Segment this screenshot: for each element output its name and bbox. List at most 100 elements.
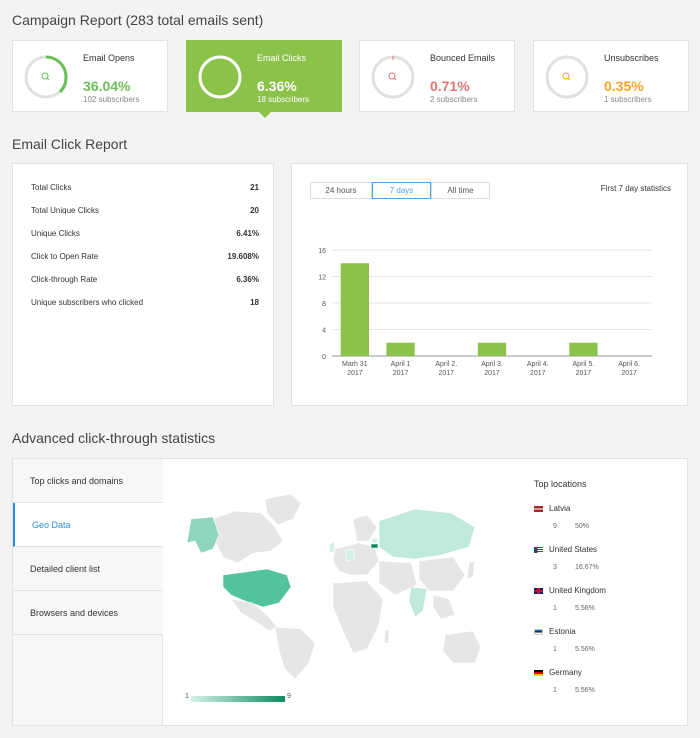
summary-label: Unique subscribers who clicked (31, 298, 144, 307)
tab-7-days[interactable]: 7 days (372, 182, 431, 199)
summary-label: Click to Open Rate (31, 252, 99, 261)
location-item: Estonia 1 5.56% (534, 627, 595, 653)
scandinavia-region (352, 514, 378, 542)
bar (340, 263, 370, 356)
stat-value: 0.71% (430, 78, 470, 94)
location-pct: 5.56% (575, 687, 595, 694)
stat-sub: 18 subscribers (257, 95, 310, 104)
location-count: 1 (553, 646, 557, 653)
x-tick-label: April 4. 2017 (527, 361, 549, 377)
summary-value: 6.41% (236, 229, 259, 238)
summary-value: 19.608% (227, 252, 259, 261)
canada-region (212, 510, 284, 564)
uk-region (328, 540, 336, 554)
summary-row: Unique Clicks 6.41% (31, 229, 259, 238)
africa-region (332, 580, 384, 654)
location-item: United Kingdom 1 5.56% (534, 586, 606, 612)
chart-caption: First 7 day statistics (600, 184, 671, 193)
summary-value: 20 (250, 206, 259, 215)
stat-label: Email Opens (83, 53, 135, 63)
location-pct: 5.56% (575, 646, 595, 653)
summary-label: Click-through Rate (31, 275, 98, 284)
y-tick-label: 0 (322, 354, 326, 361)
location-count: 9 (553, 523, 557, 530)
russia-region (378, 508, 476, 560)
latvia-flag-icon (534, 505, 543, 512)
location-item: Germany 1 5.56% (534, 668, 595, 694)
india-region (408, 586, 428, 618)
stat-card-unsubscribes[interactable]: Unsubscribes 0.35% 1 subscribers (533, 40, 689, 112)
campaign-report-title: Campaign Report (283 total emails sent) (12, 12, 264, 28)
greenland-region (264, 493, 302, 526)
active-card-pointer (258, 111, 272, 118)
bounced-ring-icon (371, 55, 415, 99)
stat-sub: 2 subscribers (430, 95, 478, 104)
stat-value: 36.04% (83, 78, 131, 94)
clicks-ring-icon (198, 55, 242, 99)
madagascar-region (383, 628, 390, 644)
location-name: Estonia (549, 627, 576, 636)
summary-label: Unique Clicks (31, 229, 80, 238)
bar (386, 342, 415, 356)
south-america-region (274, 626, 316, 680)
summary-row: Click to Open Rate 19.608% (31, 252, 259, 261)
location-count: 3 (553, 564, 557, 571)
y-tick-label: 12 (318, 275, 326, 282)
summary-row: Total Unique Clicks 20 (31, 206, 259, 215)
alaska-region (186, 516, 220, 554)
stat-card-email-clicks[interactable]: Email Clicks 6.36% 18 subscribers (186, 40, 342, 112)
summary-value: 18 (250, 298, 259, 307)
summary-value: 21 (250, 183, 259, 192)
stat-label: Email Clicks (257, 53, 307, 63)
map-legend-max: 9 (287, 693, 291, 700)
tab-all-time[interactable]: All time (431, 182, 490, 199)
stat-sub: 102 subscribers (83, 95, 140, 104)
click-bar-chart: 0 4 8 12 16 Marh 31 2017 April 1 2017 April 2. 201… (318, 248, 652, 377)
click-chart-panel: 24 hours 7 days All time First 7 day sta… (291, 163, 688, 406)
location-pct: 50% (575, 523, 590, 530)
germany-flag-icon (534, 669, 543, 676)
summary-row: Unique subscribers who clicked 18 (31, 298, 259, 307)
world-map[interactable] (183, 491, 483, 681)
germany-region (344, 548, 356, 562)
map-legend-gradient (191, 696, 285, 702)
sidebar-item-geo-data[interactable]: Geo Data (13, 503, 163, 547)
location-count: 1 (553, 687, 557, 694)
sidebar-item-browsers-devices[interactable]: Browsers and devices (13, 591, 163, 635)
click-report-summary: Total Clicks 21 Total Unique Clicks 20 Uni… (12, 163, 274, 406)
bar (477, 342, 507, 356)
australia-region (442, 630, 482, 664)
y-tick-label: 4 (322, 328, 326, 335)
stat-card-email-opens[interactable]: Email Opens 36.04% 102 subscribers (12, 40, 168, 112)
x-tick-label: April 5. 2017 (573, 361, 595, 377)
y-tick-label: 8 (322, 301, 326, 308)
location-name: Latvia (549, 504, 571, 513)
location-name: United States (549, 545, 598, 554)
summary-label: Total Unique Clicks (31, 206, 100, 215)
advanced-stats-title: Advanced click-through statistics (12, 430, 216, 446)
summary-row: Total Clicks 21 (31, 183, 259, 192)
china-region (418, 556, 466, 592)
stat-card-bounced-emails[interactable]: Bounced Emails 0.71% 2 subscribers (359, 40, 515, 112)
japan-region (466, 560, 476, 580)
estonia-region (370, 537, 379, 544)
email-click-report-title: Email Click Report (12, 136, 128, 152)
top-locations-title: Top locations (534, 479, 587, 489)
sidebar-item-client-list[interactable]: Detailed client list (13, 547, 163, 591)
advanced-sidebar: Top clicks and domains Geo Data Detailed… (13, 459, 163, 725)
location-name: United Kingdom (549, 586, 606, 595)
location-pct: 16.67% (575, 564, 599, 571)
se-asia-region (432, 594, 456, 620)
middle-east-region (378, 560, 418, 596)
stat-value: 6.36% (257, 78, 297, 94)
tab-24-hours[interactable]: 24 hours (310, 182, 372, 199)
location-count: 1 (553, 605, 557, 612)
bar (569, 342, 598, 356)
latvia-region (370, 543, 379, 549)
advanced-stats-panel: Top clicks and domains Geo Data Detailed… (12, 458, 688, 726)
location-item: Latvia 9 50% (534, 504, 589, 530)
location-item: United States 3 16.67% (534, 545, 599, 571)
unsubscribes-ring-icon (545, 55, 589, 99)
summary-value: 6.36% (236, 275, 259, 284)
sidebar-item-top-clicks[interactable]: Top clicks and domains (13, 459, 163, 503)
